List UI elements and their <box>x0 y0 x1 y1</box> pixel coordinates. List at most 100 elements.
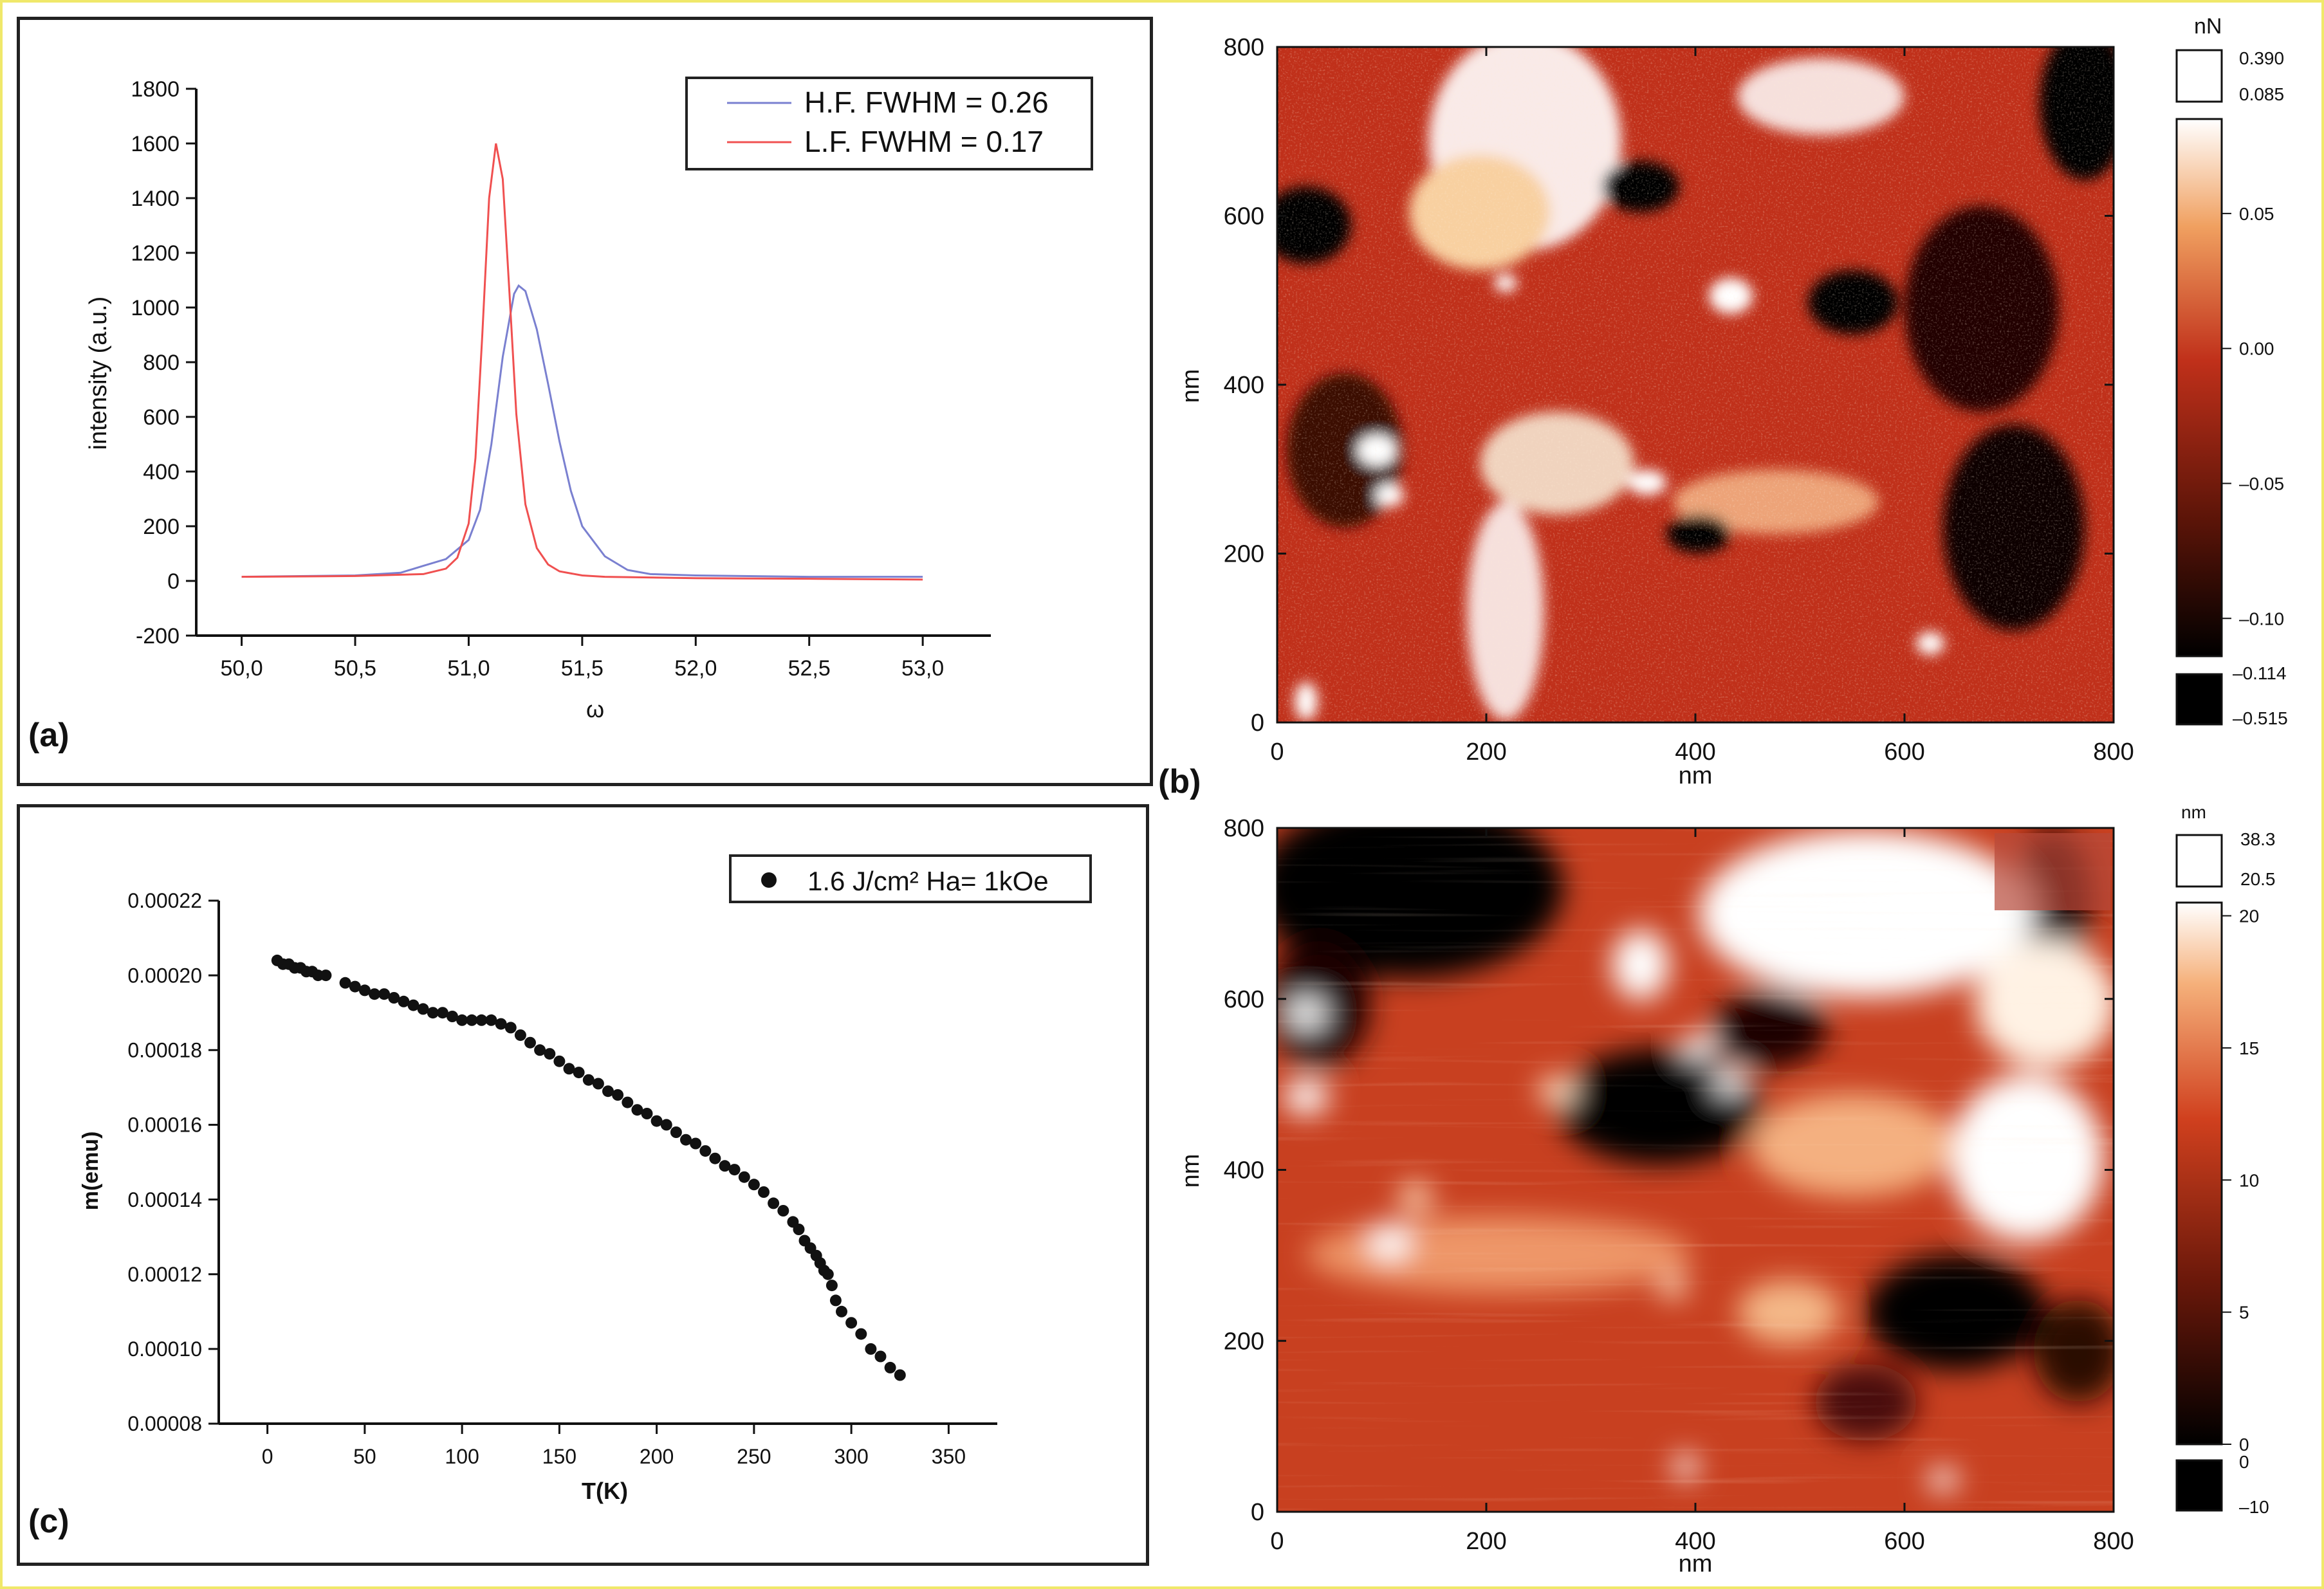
data-point <box>884 1361 896 1373</box>
data-point <box>436 1007 448 1019</box>
panel-a-xlabel: ω <box>586 696 604 722</box>
x-tick-label: 50,0 <box>220 656 263 681</box>
data-point <box>456 1014 468 1026</box>
legend-marker <box>761 872 777 888</box>
x-tick-label: 200 <box>1466 739 1506 766</box>
y-tick-label: -200 <box>136 624 180 648</box>
data-point <box>612 1089 624 1101</box>
data-point <box>793 1224 805 1235</box>
y-tick-label: 0.00016 <box>127 1114 202 1137</box>
x-tick-label: 52,0 <box>674 656 717 681</box>
y-tick-label: 0 <box>1251 710 1264 737</box>
panel-c-chart: 0 50 100 150 200 250 300 350 0.00008 0.00010 0.000… <box>28 854 1092 1540</box>
friction-image <box>1277 47 2114 722</box>
y-tick-label: 800 <box>143 351 180 375</box>
data-point <box>660 1119 672 1131</box>
x-tick-label: 400 <box>1675 739 1715 766</box>
topography-colorbar-top-min: 20.5 <box>2240 869 2276 889</box>
data-point <box>641 1108 653 1119</box>
data-point <box>855 1328 867 1340</box>
topography-colorbar-top-box <box>2175 834 2223 888</box>
friction-axes: 0 200 400 600 800 0 200 400 600 800 <box>1224 34 2134 766</box>
legend-box <box>729 854 1092 903</box>
data-point <box>738 1171 750 1183</box>
topography-colorbar-top-max: 38.3 <box>2240 829 2276 849</box>
friction-colorbar-tick-label: 0.00 <box>2239 339 2274 359</box>
x-tick-label: 0 <box>1270 1528 1284 1555</box>
topography-colorbar-bottom-min: –10 <box>2239 1497 2269 1517</box>
topography-colorbar-tick-label: 15 <box>2239 1038 2259 1058</box>
x-tick-label: 350 <box>932 1445 966 1468</box>
data-point <box>690 1137 702 1150</box>
series-line-hf <box>241 284 923 578</box>
friction-colorbar-tick-label: 0.05 <box>2239 204 2274 224</box>
topography-colorbar-tick-label: 10 <box>2239 1170 2259 1190</box>
x-tick-label: 200 <box>1466 1528 1506 1555</box>
y-tick-label: 1800 <box>131 77 180 102</box>
y-tick-label: 1000 <box>131 296 180 320</box>
legend-label-hf: H.F. FWHM = 0.26 <box>804 86 1049 119</box>
topography-colorbar-tick-label: 5 <box>2239 1303 2249 1323</box>
x-tick-label: 52,5 <box>788 656 831 681</box>
friction-colorbar-min: –0.114 <box>2233 663 2287 683</box>
data-point <box>602 1085 614 1098</box>
data-point <box>748 1179 760 1191</box>
friction-colorbar-tick-label: –0.05 <box>2239 473 2284 493</box>
data-point <box>447 1011 458 1022</box>
x-tick-label: 300 <box>834 1445 868 1468</box>
y-tick-label: 1600 <box>131 132 180 156</box>
legend-box <box>685 77 1093 170</box>
friction-colorbar-bottom-box <box>2175 673 2223 726</box>
data-point <box>553 1055 566 1067</box>
data-point <box>495 1018 507 1030</box>
y-tick-label: 0.00014 <box>127 1188 202 1211</box>
data-point <box>825 1280 838 1292</box>
data-point <box>369 988 380 1000</box>
panel-a-series <box>241 143 923 581</box>
data-point <box>475 1014 488 1026</box>
series-line-lf <box>241 143 923 581</box>
panel-b-label: (b) <box>1158 763 1201 800</box>
data-point <box>631 1104 643 1116</box>
x-tick-label: 53,0 <box>901 656 944 681</box>
data-point <box>427 1007 439 1019</box>
x-tick-label: 800 <box>2093 1528 2134 1555</box>
data-point <box>719 1160 731 1172</box>
friction-colorbar-top-max: 0.390 <box>2239 48 2284 68</box>
panel-c-legend: 1.6 J/cm² Ha= 1kOe <box>729 854 1092 903</box>
panel-c-ylabel: m(emu) <box>78 1132 103 1211</box>
data-point <box>378 988 391 1000</box>
topography-colorbar-bottom-box <box>2175 1459 2223 1512</box>
y-tick-label: 400 <box>1224 372 1264 399</box>
panel-a-chart: 50,0 50,5 51,0 51,5 52,0 52,5 53,0 -200 0 200 400 6… <box>28 77 1093 754</box>
y-tick-label: 600 <box>1224 986 1264 1013</box>
data-point <box>874 1350 887 1363</box>
topography-colorbar-unit: nm <box>2181 802 2206 822</box>
x-tick-label: 600 <box>1884 1528 1924 1555</box>
friction-ylabel: nm <box>1177 369 1204 403</box>
legend-label-lf: L.F. FWHM = 0.17 <box>804 125 1044 158</box>
y-tick-label: 1400 <box>131 187 180 211</box>
data-point <box>592 1078 604 1090</box>
x-tick-label: 0 <box>262 1445 273 1468</box>
y-tick-label: 1200 <box>131 241 180 266</box>
panel-c-xlabel: T(K) <box>582 1478 628 1504</box>
friction-colorbar-top-box <box>2175 49 2223 103</box>
x-tick-label: 400 <box>1675 1528 1715 1555</box>
panel-a-axes: 50,0 50,5 51,0 51,5 52,0 52,5 53,0 -200 0 200 400 6… <box>131 77 991 681</box>
x-tick-label: 0 <box>1270 739 1284 766</box>
data-point <box>398 995 410 1007</box>
data-point <box>894 1369 906 1381</box>
y-tick-label: 0.00010 <box>127 1337 202 1361</box>
data-point <box>650 1115 663 1127</box>
data-point <box>582 1074 595 1086</box>
x-tick-label: 100 <box>445 1445 479 1468</box>
data-point <box>524 1036 536 1049</box>
y-tick-label: 600 <box>143 405 180 430</box>
data-point <box>388 992 400 1004</box>
y-tick-label: 800 <box>1224 815 1264 842</box>
y-tick-label: 800 <box>1224 34 1264 61</box>
topography-colorbar: nm 38.3 20.5 20 15 10 5 0 0 –10 <box>2175 802 2276 1517</box>
friction-colorbar: nN 0.390 0.085 0.05 0.00 –0.05 –0.10 –0.114… <box>2175 14 2288 728</box>
